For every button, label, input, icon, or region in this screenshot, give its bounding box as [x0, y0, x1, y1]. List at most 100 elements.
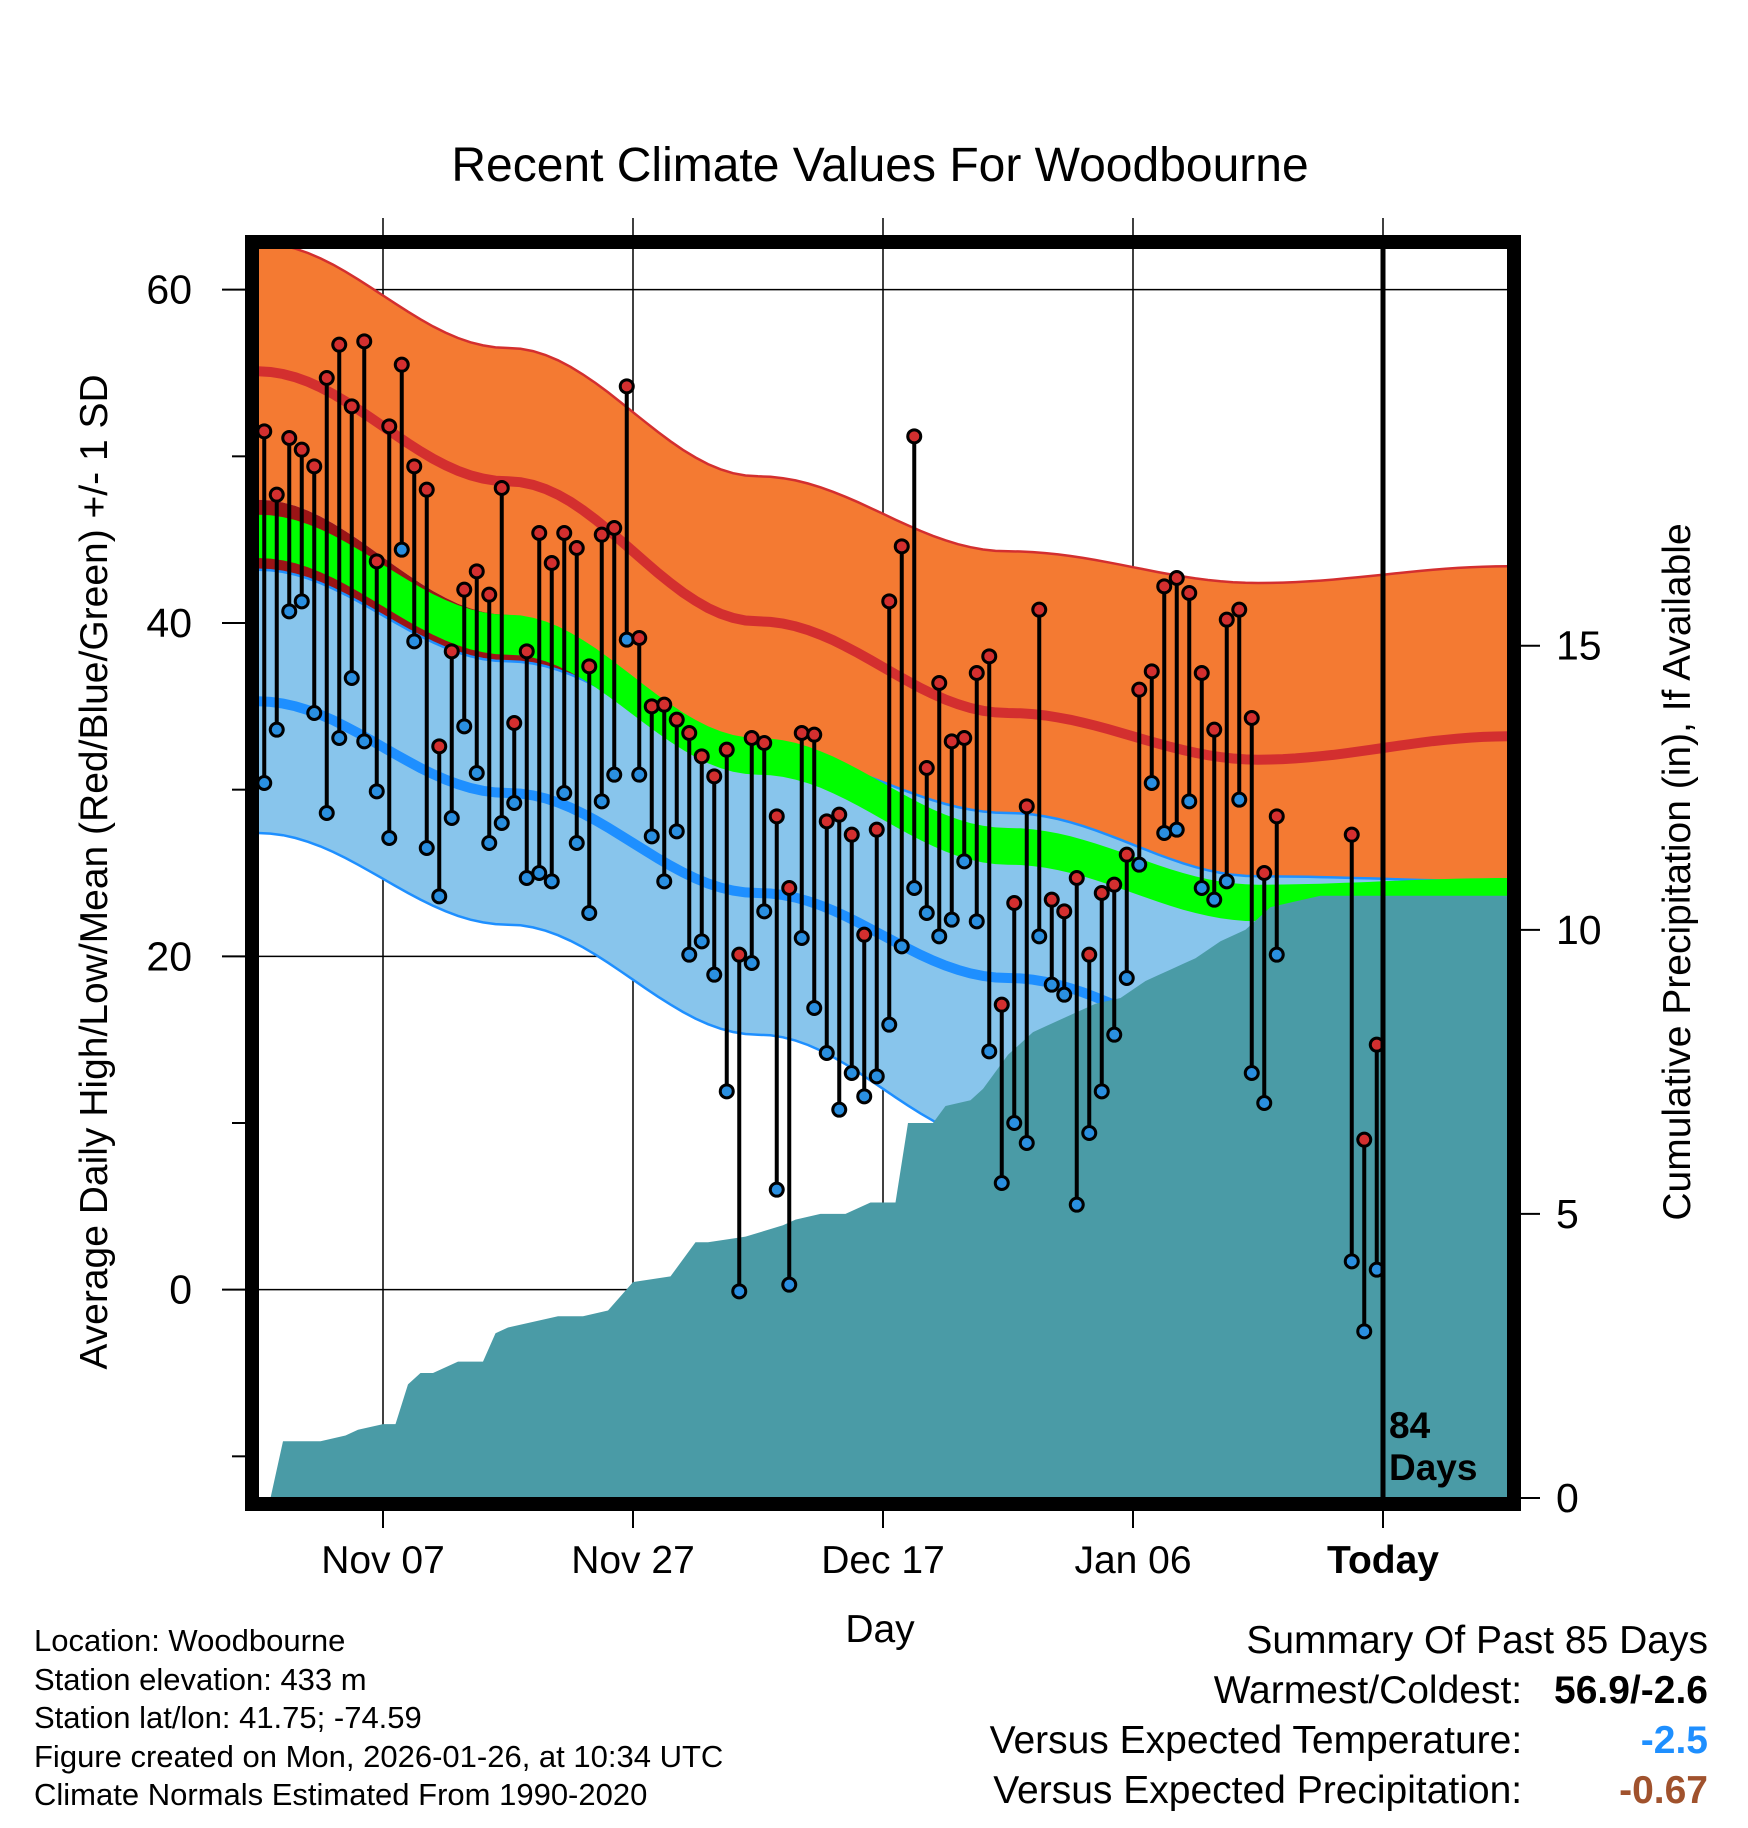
y2-tick-label: 5: [1556, 1191, 1579, 1237]
obs-low-point: [606, 766, 623, 783]
obs-high-point: [556, 525, 573, 541]
obs-high-point: [1106, 876, 1123, 893]
obs-high-point: [331, 336, 348, 353]
info-latlon: Station lat/lon: 41.75; -74.59: [34, 1700, 422, 1735]
high-sd-band: [258, 248, 1508, 937]
obs-low-point: [881, 1016, 898, 1033]
obs-high-point: [943, 733, 960, 750]
obs-high-point: [731, 946, 748, 963]
obs-low-point: [1006, 1115, 1023, 1131]
obs-high-point: [1343, 826, 1360, 843]
info-created: Figure created on Mon, 2026-01-26, at 10…: [34, 1738, 724, 1774]
obs-low-point: [931, 928, 948, 945]
obs-low-point: [768, 1181, 785, 1198]
obs-high-point: [1193, 665, 1210, 681]
obs-low-point: [368, 783, 385, 800]
obs-low-point: [906, 880, 923, 896]
obs-low-point: [968, 913, 985, 930]
obs-low-point: [1018, 1135, 1035, 1151]
obs-low-point: [1343, 1253, 1360, 1270]
obs-high-point: [881, 593, 898, 610]
axes: Nov 07 Nov 27 Dec 17 Jan 06 Today 0 20 40 60 0 5 10…: [146, 267, 1601, 1582]
obs-low-point: [618, 631, 635, 648]
obs-low-point: [468, 765, 485, 781]
obs-low-point: [1081, 1125, 1098, 1141]
obs-low-point: [1118, 970, 1135, 986]
obs-low-point: [743, 955, 760, 971]
y2-tick-label: 0: [1556, 1475, 1579, 1521]
obs-low-point: [781, 1276, 798, 1293]
obs-low-point: [556, 785, 573, 801]
obs-low-point: [943, 911, 960, 928]
obs-high-point: [393, 356, 410, 373]
obs-high-point: [343, 398, 360, 415]
obs-low-point: [1056, 986, 1073, 1003]
obs-low-point: [1256, 1095, 1273, 1111]
obs-low-point: [493, 815, 510, 831]
obs-low-point: [656, 873, 673, 890]
obs-high-point: [806, 726, 823, 743]
obs-high-point: [431, 738, 448, 755]
info-elevation: Station elevation: 433 m: [34, 1661, 367, 1697]
obs-high-point: [606, 520, 623, 536]
obs-low-point: [418, 840, 435, 856]
obs-high-point: [856, 926, 873, 943]
obs-high-point: [818, 813, 835, 830]
info-normals: Climate Normals Estimated From 1990-2020: [34, 1777, 648, 1812]
obs-low-point: [581, 905, 598, 921]
obs-low-point: [981, 1043, 998, 1060]
warm-cold-value: 56.9/-2.6: [1554, 1669, 1708, 1712]
obs-low-point: [1268, 946, 1285, 963]
obs-low-point: [356, 733, 373, 750]
obs-low-point: [693, 933, 710, 950]
obs-low-point: [543, 873, 560, 890]
obs-low-point: [1093, 1083, 1110, 1100]
obs-high-point: [543, 555, 560, 571]
obs-low-point: [568, 835, 585, 851]
obs-low-point: [1356, 1323, 1373, 1340]
obs-low-point: [343, 670, 360, 686]
y-tick-label: 40: [146, 600, 192, 646]
obs-high-point: [768, 808, 785, 825]
days-label: Days: [1389, 1447, 1477, 1488]
obs-high-point: [1231, 601, 1248, 618]
chart-title: Recent Climate Values For Woodbourne: [451, 139, 1308, 192]
obs-low-point: [256, 775, 273, 791]
obs-low-point: [1143, 775, 1160, 791]
obs-high-point: [843, 826, 860, 843]
obs-low-point: [1218, 873, 1235, 890]
obs-low-point: [706, 966, 723, 983]
obs-high-point: [1081, 946, 1098, 963]
high-upper-line: [287, 248, 1508, 585]
obs-high-point: [906, 428, 923, 445]
precip-value: -0.67: [1619, 1769, 1708, 1812]
obs-low-point: [1031, 928, 1048, 945]
obs-high-point: [1256, 865, 1273, 881]
obs-high-point: [918, 760, 935, 776]
obs-low-point: [818, 1045, 835, 1061]
obs-high-point: [1018, 798, 1035, 815]
obs-high-point: [681, 725, 698, 741]
obs-high-point: [531, 525, 548, 541]
obs-low-point: [806, 1000, 823, 1016]
obs-low-point: [793, 930, 810, 946]
obs-high-point: [931, 675, 948, 691]
obs-high-point: [443, 643, 460, 660]
obs-low-point: [893, 938, 910, 955]
obs-high-point: [1031, 601, 1048, 618]
obs-low-point: [868, 1068, 885, 1085]
obs-high-point: [293, 441, 310, 458]
obs-high-point: [956, 730, 973, 746]
obs-low-point: [381, 830, 398, 846]
days-label: 84: [1389, 1405, 1431, 1446]
y2-axis-label: Cumulative Precipitation (in), If Availa…: [1656, 523, 1699, 1220]
obs-low-point: [268, 721, 285, 738]
obs-low-point: [1231, 791, 1248, 808]
obs-high-point: [593, 526, 610, 543]
obs-high-point: [1243, 710, 1260, 726]
obs-high-point: [481, 586, 498, 603]
obs-high-point: [1156, 578, 1173, 595]
obs-high-point: [381, 418, 398, 435]
